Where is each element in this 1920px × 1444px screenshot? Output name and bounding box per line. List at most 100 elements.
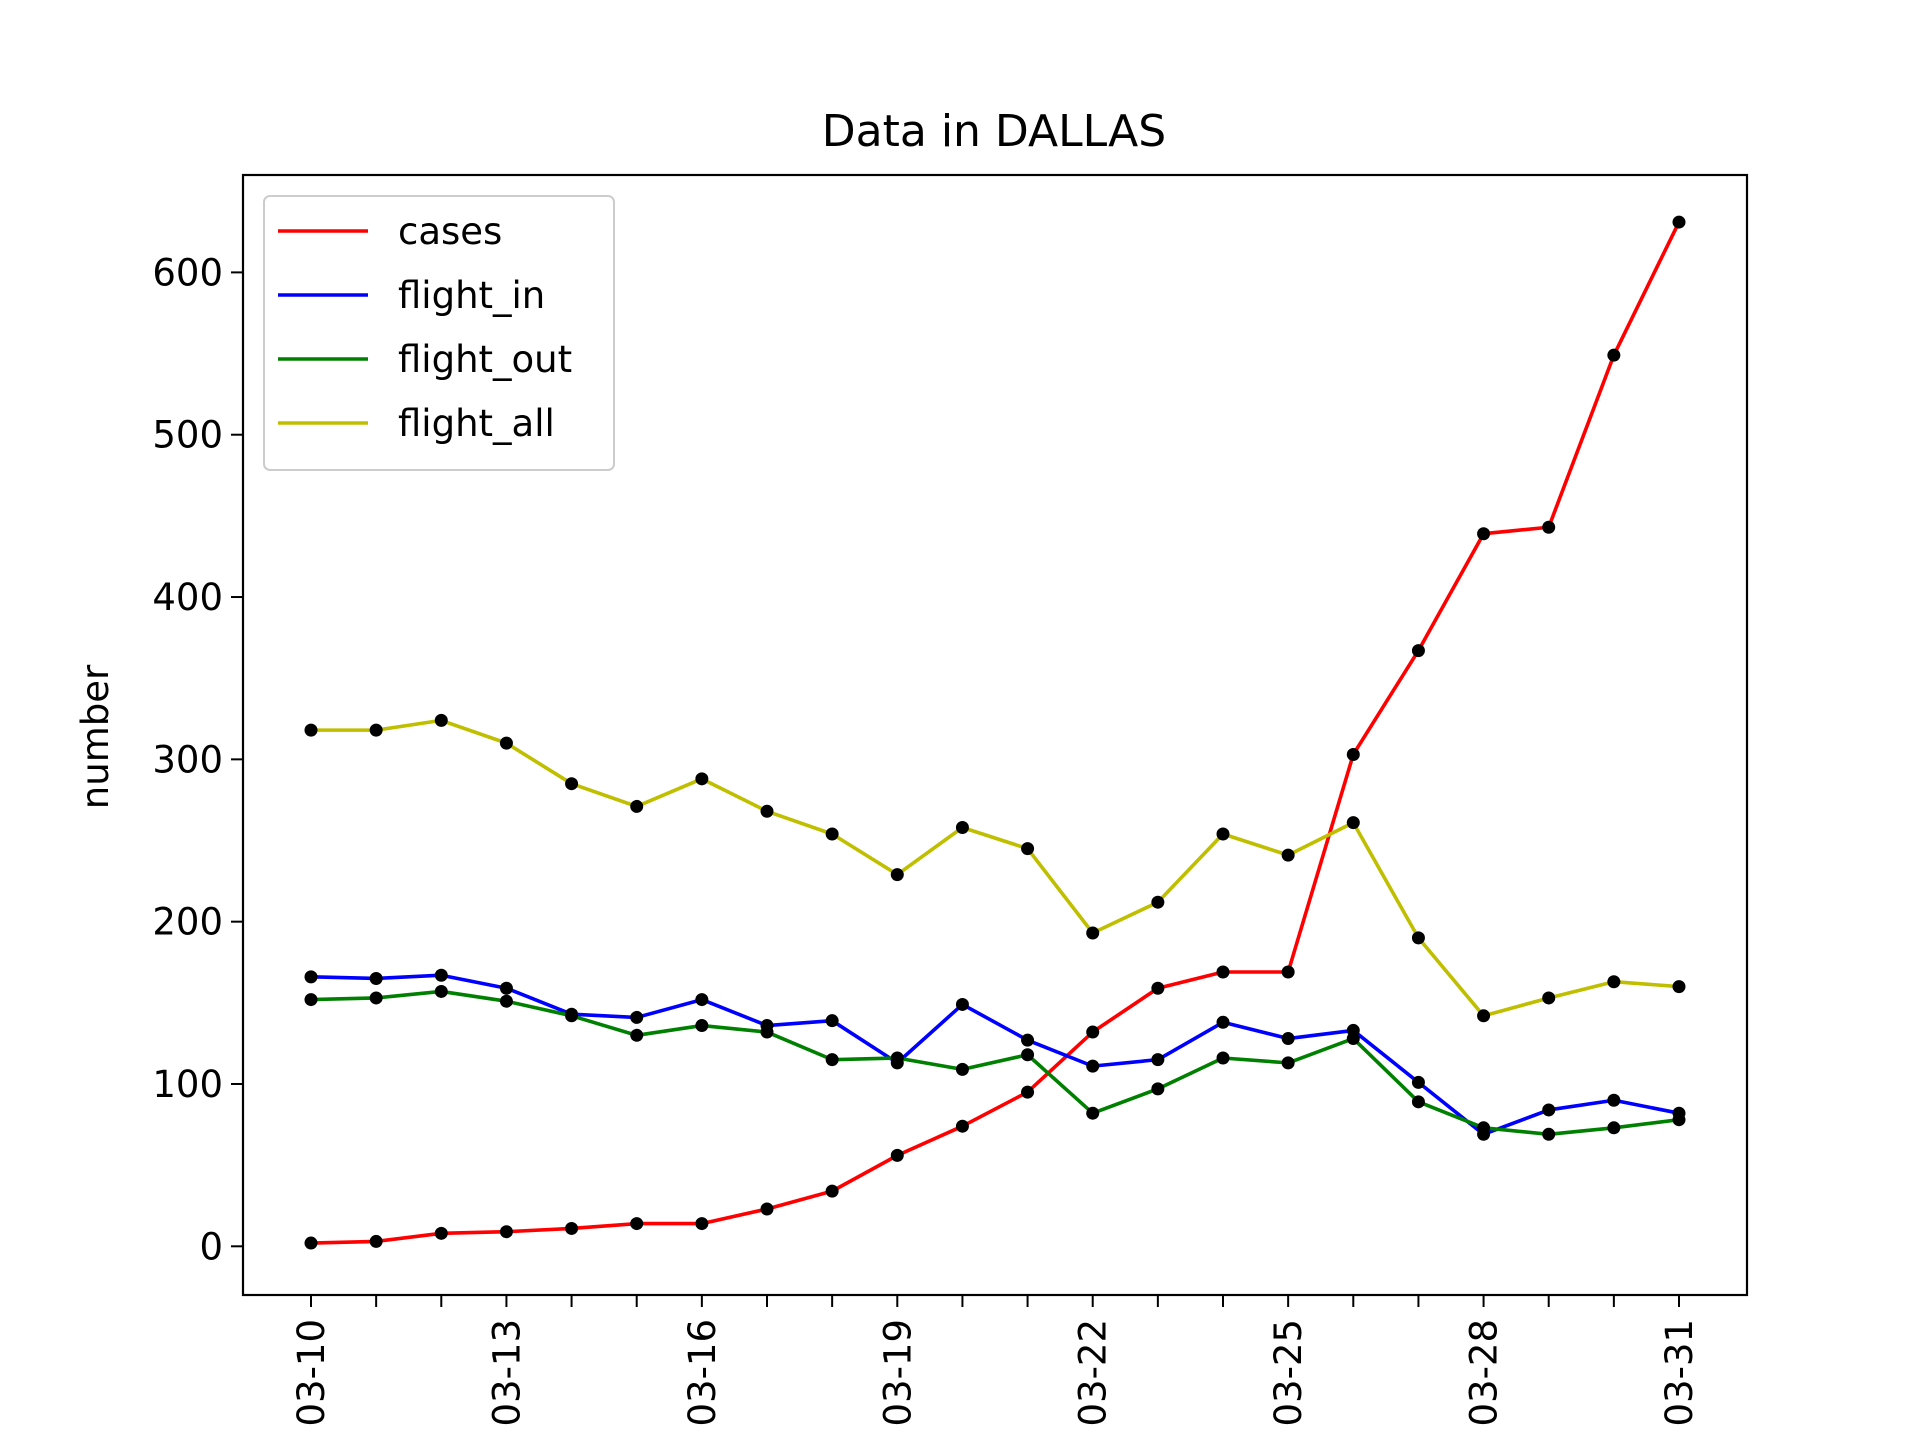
y-tick-label: 0 [199, 1225, 223, 1268]
x-tick-label: 03-10 [290, 1319, 333, 1427]
y-axis: 0 100 200 300 400 500 600 [152, 251, 243, 1268]
series-flight_all [304, 713, 1686, 1023]
data-point [369, 991, 383, 1005]
data-point [434, 713, 448, 727]
data-point [1477, 1009, 1491, 1023]
data-point [304, 723, 318, 737]
data-point [1216, 1051, 1230, 1065]
series-line [310, 973, 1680, 1137]
data-point [1607, 1093, 1621, 1107]
data-point [695, 993, 709, 1007]
data-point [1607, 975, 1621, 989]
data-point [825, 827, 839, 841]
data-point [1086, 926, 1100, 940]
data-point [1542, 1103, 1556, 1117]
data-point [695, 772, 709, 786]
data-point [434, 968, 448, 982]
legend-label: flight_all [398, 402, 555, 445]
legend-label: flight_in [398, 274, 545, 317]
data-point [1086, 1025, 1100, 1039]
data-point [760, 804, 774, 818]
data-point [434, 1226, 448, 1240]
data-point [760, 1202, 774, 1216]
data-point [1151, 895, 1165, 909]
data-point [1021, 1033, 1035, 1047]
data-point [695, 1217, 709, 1231]
data-point [1411, 1075, 1425, 1089]
x-axis: 03-10 03-13 03-16 03-19 03-22 03-25 03-28 03-31 [290, 1295, 1701, 1427]
series-flight_in [304, 968, 1686, 1141]
data-point [499, 981, 513, 995]
data-point [1216, 827, 1230, 841]
series-flight_out [304, 984, 1686, 1141]
data-point [825, 1053, 839, 1067]
data-point [304, 1236, 318, 1250]
data-point [630, 1028, 644, 1042]
data-point [1151, 981, 1165, 995]
legend-box [263, 195, 615, 471]
series-line [310, 221, 1681, 1245]
data-point [304, 970, 318, 984]
data-point [1411, 931, 1425, 945]
data-point [1672, 980, 1686, 994]
data-point [304, 993, 318, 1007]
data-point [1542, 991, 1556, 1005]
y-axis-label: number [74, 664, 117, 809]
series-line [310, 989, 1680, 1137]
data-point [1281, 1056, 1295, 1070]
data-point [760, 1025, 774, 1039]
data-point [1151, 1082, 1165, 1096]
x-tick-label: 03-22 [1072, 1319, 1115, 1427]
data-point [890, 868, 904, 882]
data-point [1477, 527, 1491, 541]
data-point [1346, 816, 1360, 830]
data-point [434, 984, 448, 998]
y-tick-label: 200 [152, 901, 223, 944]
data-point [955, 997, 969, 1011]
data-point [1346, 747, 1360, 761]
series-line [311, 718, 1680, 1018]
data-point [1281, 1032, 1295, 1046]
data-point [890, 1051, 904, 1065]
x-tick-label: 03-28 [1463, 1319, 1506, 1427]
data-point [955, 1119, 969, 1133]
data-point [630, 1217, 644, 1231]
data-point [955, 821, 969, 835]
data-point [1216, 1015, 1230, 1029]
x-tick-label: 03-31 [1658, 1319, 1701, 1427]
data-point [1021, 842, 1035, 856]
x-tick-label: 03-25 [1267, 1319, 1310, 1427]
data-point [565, 1009, 579, 1023]
data-point [890, 1148, 904, 1162]
data-point [1086, 1059, 1100, 1073]
data-point [1021, 1085, 1035, 1099]
data-point [1021, 1048, 1035, 1062]
data-point [1607, 1121, 1621, 1135]
data-point [499, 736, 513, 750]
data-point [1281, 848, 1295, 862]
data-point [695, 1019, 709, 1033]
y-tick-label: 600 [152, 251, 223, 294]
data-point [369, 723, 383, 737]
data-point [499, 994, 513, 1008]
legend: cases flight_in flight_out flight_all [263, 195, 615, 471]
data-point [1151, 1053, 1165, 1067]
data-point [955, 1062, 969, 1076]
data-point [1346, 1032, 1360, 1046]
y-tick-label: 100 [152, 1063, 223, 1106]
data-point [825, 1184, 839, 1198]
data-point [630, 1010, 644, 1024]
data-point [369, 971, 383, 985]
data-point [1216, 965, 1230, 979]
data-point [565, 777, 579, 791]
data-point [1086, 1106, 1100, 1120]
chart-title: Data in DALLAS [822, 106, 1166, 157]
plot-area [304, 215, 1686, 1250]
data-point [630, 799, 644, 813]
data-point [1477, 1121, 1491, 1135]
legend-label: flight_out [398, 338, 572, 381]
y-tick-label: 500 [152, 414, 223, 457]
x-tick-label: 03-13 [485, 1319, 528, 1427]
x-tick-label: 03-19 [876, 1319, 919, 1427]
